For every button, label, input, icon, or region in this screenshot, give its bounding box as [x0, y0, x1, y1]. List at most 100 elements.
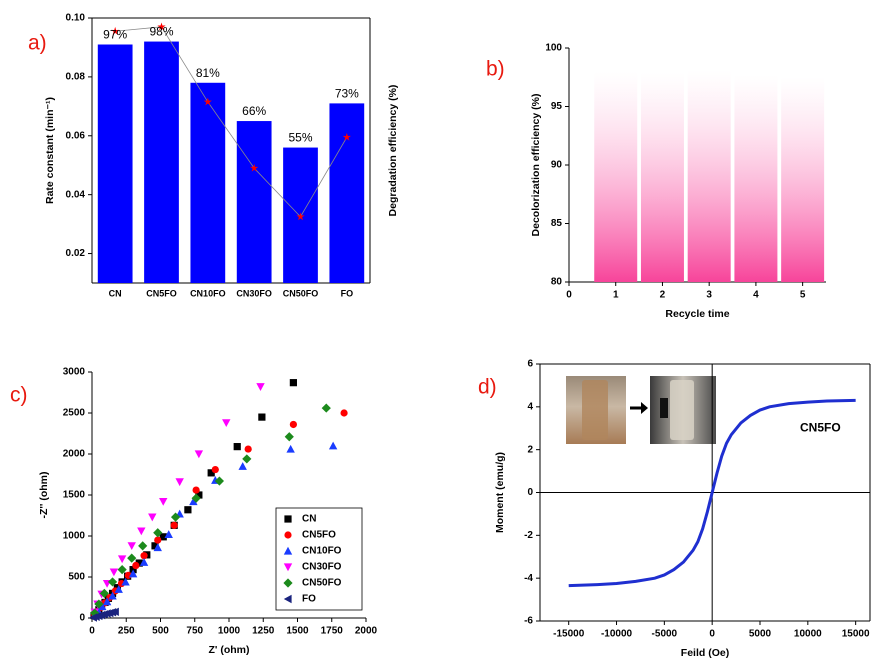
panel-label: a) — [28, 32, 47, 55]
y-tick-label: 6 — [527, 359, 533, 370]
marker — [222, 419, 231, 428]
y-tick-label: 500 — [68, 572, 85, 583]
y-tick-label: -4 — [524, 573, 533, 584]
y-axis-label: Rate constant (min⁻¹) — [44, 97, 56, 204]
marker — [121, 577, 130, 586]
marker — [211, 465, 219, 474]
marker — [203, 97, 212, 106]
marker — [114, 585, 123, 593]
marker — [286, 444, 295, 453]
marker — [135, 559, 143, 567]
marker — [328, 441, 338, 450]
y-tick-label: 100 — [545, 43, 562, 54]
marker — [289, 420, 297, 429]
marker — [321, 403, 331, 413]
x-tick-label: 1000 — [218, 626, 241, 637]
x-tick-label: CN10FO — [190, 288, 226, 298]
marker — [102, 597, 112, 606]
y-tick-label: 90 — [551, 160, 563, 171]
marker — [340, 409, 348, 417]
marker — [128, 569, 138, 578]
legend-label: CN — [302, 514, 316, 525]
connector-line — [115, 26, 348, 218]
marker — [148, 513, 157, 522]
panel-label: c) — [10, 384, 28, 407]
marker — [214, 476, 225, 486]
legend-label: CN30FO — [302, 562, 342, 573]
marker — [137, 527, 146, 536]
legend-marker — [284, 515, 292, 523]
legend-label: FO — [302, 594, 316, 605]
x-tick-label: 10000 — [794, 629, 822, 640]
x-tick-label: CN5FO — [146, 288, 177, 298]
bar — [329, 103, 365, 283]
marker — [127, 542, 136, 551]
marker — [170, 521, 178, 529]
x-tick-label: 750 — [186, 626, 203, 637]
vial — [670, 380, 694, 440]
marker — [296, 212, 305, 221]
panel-label: d) — [478, 376, 497, 399]
vial — [582, 380, 608, 440]
legend-label: CN50FO — [302, 578, 342, 589]
marker — [195, 491, 203, 499]
legend-box — [275, 507, 363, 611]
y-axis-label: Decolorization efficiency (%) — [530, 94, 542, 237]
y-tick-label: 2000 — [63, 449, 86, 460]
y-tick-label: 1500 — [63, 490, 86, 501]
x-tick-label: FO — [341, 288, 354, 298]
marker — [250, 163, 259, 172]
y-tick-label: 0 — [527, 487, 533, 498]
x-tick-label: 1 — [613, 290, 619, 301]
bar — [236, 121, 272, 283]
marker — [127, 553, 137, 563]
marker — [159, 533, 167, 541]
marker — [184, 506, 192, 514]
x-axis-label: Feild (Oe) — [681, 647, 729, 659]
x-tick-label: 5000 — [749, 629, 772, 640]
marker — [132, 561, 140, 570]
y-tick-label: 85 — [551, 218, 563, 229]
marker — [99, 588, 109, 598]
annotation: CN5FO — [800, 420, 841, 434]
x-tick-label: 15000 — [842, 629, 870, 640]
marker — [117, 565, 127, 575]
y-tick-label: 0.04 — [66, 189, 86, 200]
y-tick-label: 95 — [551, 101, 563, 112]
y-tick-label: -2 — [524, 530, 533, 541]
marker — [138, 541, 148, 551]
marker — [111, 607, 119, 617]
y-tick-label: 4 — [527, 401, 533, 412]
x-tick-label: 0 — [89, 626, 95, 637]
marker — [140, 552, 148, 560]
y-tick-label: -6 — [524, 616, 533, 627]
x-tick-label: -5000 — [652, 629, 678, 640]
legend-marker — [283, 546, 293, 555]
x-tick-label: CN50FO — [283, 288, 319, 298]
marker — [139, 558, 149, 566]
y-tick-label: 1000 — [63, 531, 86, 542]
x-tick-label: -15000 — [553, 629, 585, 640]
x-axis-label: Recycle time — [665, 308, 729, 320]
marker — [109, 568, 119, 577]
magnet — [660, 398, 668, 418]
value-label: 97% — [103, 28, 127, 42]
legend-marker — [284, 531, 292, 539]
arrow-head — [641, 402, 648, 414]
y-axis-label: -Z'' (ohm) — [38, 472, 50, 519]
value-label: 81% — [196, 66, 220, 80]
y-tick-label: 0.10 — [66, 13, 86, 24]
marker — [289, 379, 297, 387]
marker — [111, 26, 120, 35]
marker — [342, 132, 351, 141]
x-tick-label: 1250 — [252, 626, 275, 637]
x-tick-label: 1750 — [321, 626, 344, 637]
x-tick-label: 250 — [118, 626, 135, 637]
bar — [687, 70, 731, 282]
y-tick-label: 0.02 — [66, 248, 86, 259]
y-tick-label: 0.08 — [66, 72, 86, 83]
marker — [175, 478, 184, 487]
marker — [189, 497, 198, 506]
value-label: 73% — [335, 87, 359, 101]
y-axis-label: Moment (emu/g) — [494, 452, 506, 533]
